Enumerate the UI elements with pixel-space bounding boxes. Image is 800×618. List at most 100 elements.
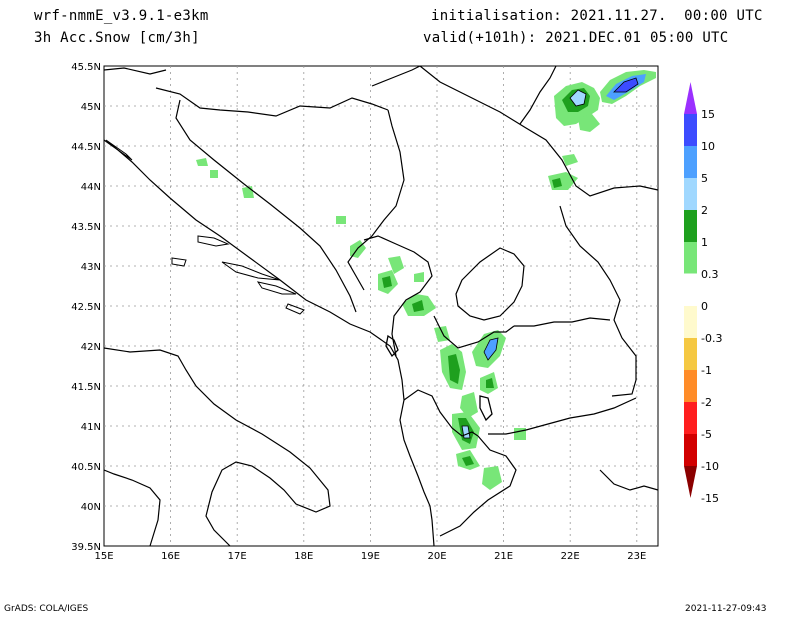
- snow-area-ridge-1-core: [448, 354, 460, 384]
- snow-area-mne-2: [388, 256, 404, 274]
- border-croatia-bosnia: [155, 87, 389, 117]
- border-albania-greece: [439, 435, 517, 537]
- init-time: initialisation: 2021.11.27. 00:00 UTC: [431, 8, 763, 24]
- snow-area-ridge-2-core: [483, 337, 499, 361]
- colorbar: 15 10 5 2 1 0.3 0 -0.3 -1 -2 -5 -10 -15: [683, 82, 722, 505]
- lat-tick-label: 40N: [81, 502, 101, 513]
- lon-tick-label: 23E: [627, 551, 646, 562]
- colorbar-label: 0.3: [701, 268, 719, 281]
- snow-area-ridge-8: [482, 466, 502, 490]
- gridlines: [104, 66, 658, 546]
- colorbar-label: -10: [701, 460, 719, 473]
- snow-area-alb-1-core: [412, 300, 424, 312]
- colorbar-label: -15: [701, 492, 719, 505]
- lon-tick-label: 15E: [94, 551, 113, 562]
- snow-area-bih-2: [210, 170, 218, 178]
- valid-time: valid(+101h): 2021.DEC.01 05:00 UTC: [423, 30, 729, 46]
- lat-tick-label: 41N: [81, 422, 101, 433]
- colorbar-swatch: [683, 273, 698, 307]
- lon-tick-label: 16E: [161, 551, 180, 562]
- longitude-labels: 15E 16E 17E 18E 19E 20E 21E 22E 23E: [94, 551, 646, 562]
- snow-area-ne-3: [578, 114, 600, 132]
- lon-tick-label: 22E: [561, 551, 580, 562]
- island-krk: [105, 139, 133, 161]
- snow-area-ne-5-core: [552, 178, 562, 188]
- snow-area-mne-4: [414, 272, 424, 282]
- coastline-italy-heel: [103, 469, 161, 547]
- colorbar-swatch: [684, 210, 697, 242]
- snow-area-bih-4: [336, 216, 346, 224]
- lon-tick-label: 18E: [294, 551, 313, 562]
- coastline-italy: [103, 347, 331, 547]
- colorbar-swatch: [684, 306, 697, 338]
- border-kosovo: [455, 247, 525, 321]
- border-macedonia-greece: [488, 397, 637, 435]
- snow-areas: [196, 70, 656, 490]
- colorbar-label: -1: [701, 364, 712, 377]
- snow-area-ridge-3-core: [486, 378, 494, 388]
- snow-area-mne-3-core: [382, 276, 392, 288]
- colorbar-swatch: [684, 370, 697, 402]
- border-serbia-bulgaria: [559, 205, 637, 397]
- snow-area-ridge-7-core: [462, 456, 474, 466]
- snow-area-ne-2-heavy: [613, 77, 639, 93]
- colorbar-label: 5: [701, 172, 708, 185]
- colorbar-swatch: [684, 434, 697, 466]
- lon-tick-label: 17E: [228, 551, 247, 562]
- footer-credit: GrADS: COLA/IGES: [4, 604, 89, 614]
- lake-ohrid: [479, 395, 493, 422]
- coastline-adriatic-east: [103, 139, 435, 547]
- colorbar-swatch: [684, 114, 697, 146]
- colorbar-label: 0: [701, 300, 708, 313]
- field-title: 3h Acc.Snow [cm/3h]: [34, 30, 200, 46]
- colorbar-label: 1: [701, 236, 708, 249]
- island-mljet: [285, 303, 305, 315]
- border-macedonia-north: [514, 317, 611, 327]
- lon-tick-label: 19E: [361, 551, 380, 562]
- lat-tick-label: 44N: [81, 182, 101, 193]
- latitude-labels: 39.5N 40N 40.5N 41N 41.5N 42N 42.5N 43N 43.5N 44N…: [71, 62, 101, 553]
- lat-tick-label: 42.5N: [71, 302, 101, 313]
- border-serbia-romania: [419, 65, 659, 197]
- lat-tick-label: 43.5N: [71, 222, 101, 233]
- border-slovenia-croatia: [103, 67, 167, 75]
- colorbar-label: -2: [701, 396, 712, 409]
- border-albania-macedonia: [433, 315, 515, 349]
- snow-area-bih-1: [196, 158, 208, 166]
- lat-tick-label: 44.5N: [71, 142, 101, 153]
- border-croatia-hungary: [371, 65, 421, 87]
- border-montenegro: [363, 235, 433, 357]
- boundaries: [103, 65, 659, 547]
- snow-area-ne-1-heavy: [569, 89, 587, 107]
- colorbar-swatch: [684, 402, 697, 434]
- snow-area-ne-4: [562, 154, 578, 166]
- border-bosnia-serbia: [347, 109, 405, 291]
- lon-tick-label: 21E: [494, 551, 513, 562]
- lat-tick-label: 45N: [81, 102, 101, 113]
- lat-tick-label: 39.5N: [71, 542, 101, 553]
- island-brac: [197, 235, 230, 247]
- colorbar-label: 10: [701, 140, 715, 153]
- lat-tick-label: 41.5N: [71, 382, 101, 393]
- lakes: [385, 334, 493, 422]
- island-korcula: [256, 281, 297, 295]
- colorbar-swatch: [684, 338, 697, 370]
- colorbar-swatch: [684, 178, 697, 210]
- colorbar-swatch: [684, 146, 697, 178]
- colorbar-label: 15: [701, 108, 715, 121]
- lat-tick-label: 43N: [81, 262, 101, 273]
- colorbar-bottom-arrow: [684, 466, 697, 498]
- border-albania-inner: [403, 389, 479, 437]
- lat-tick-label: 40.5N: [71, 462, 101, 473]
- lat-tick-label: 42N: [81, 342, 101, 353]
- lon-tick-label: 20E: [427, 551, 446, 562]
- border-romania-bulgaria-danube: [519, 65, 557, 125]
- coastline-greece-north: [599, 469, 659, 491]
- lake-skadar: [385, 334, 399, 358]
- colorbar-top-arrow: [684, 82, 697, 114]
- model-title: wrf-nmmE_v3.9.1-e3km: [34, 8, 209, 24]
- footer-timestamp: 2021-11-27-09:43: [685, 604, 767, 614]
- island-vis: [171, 257, 187, 267]
- islands: [105, 139, 305, 315]
